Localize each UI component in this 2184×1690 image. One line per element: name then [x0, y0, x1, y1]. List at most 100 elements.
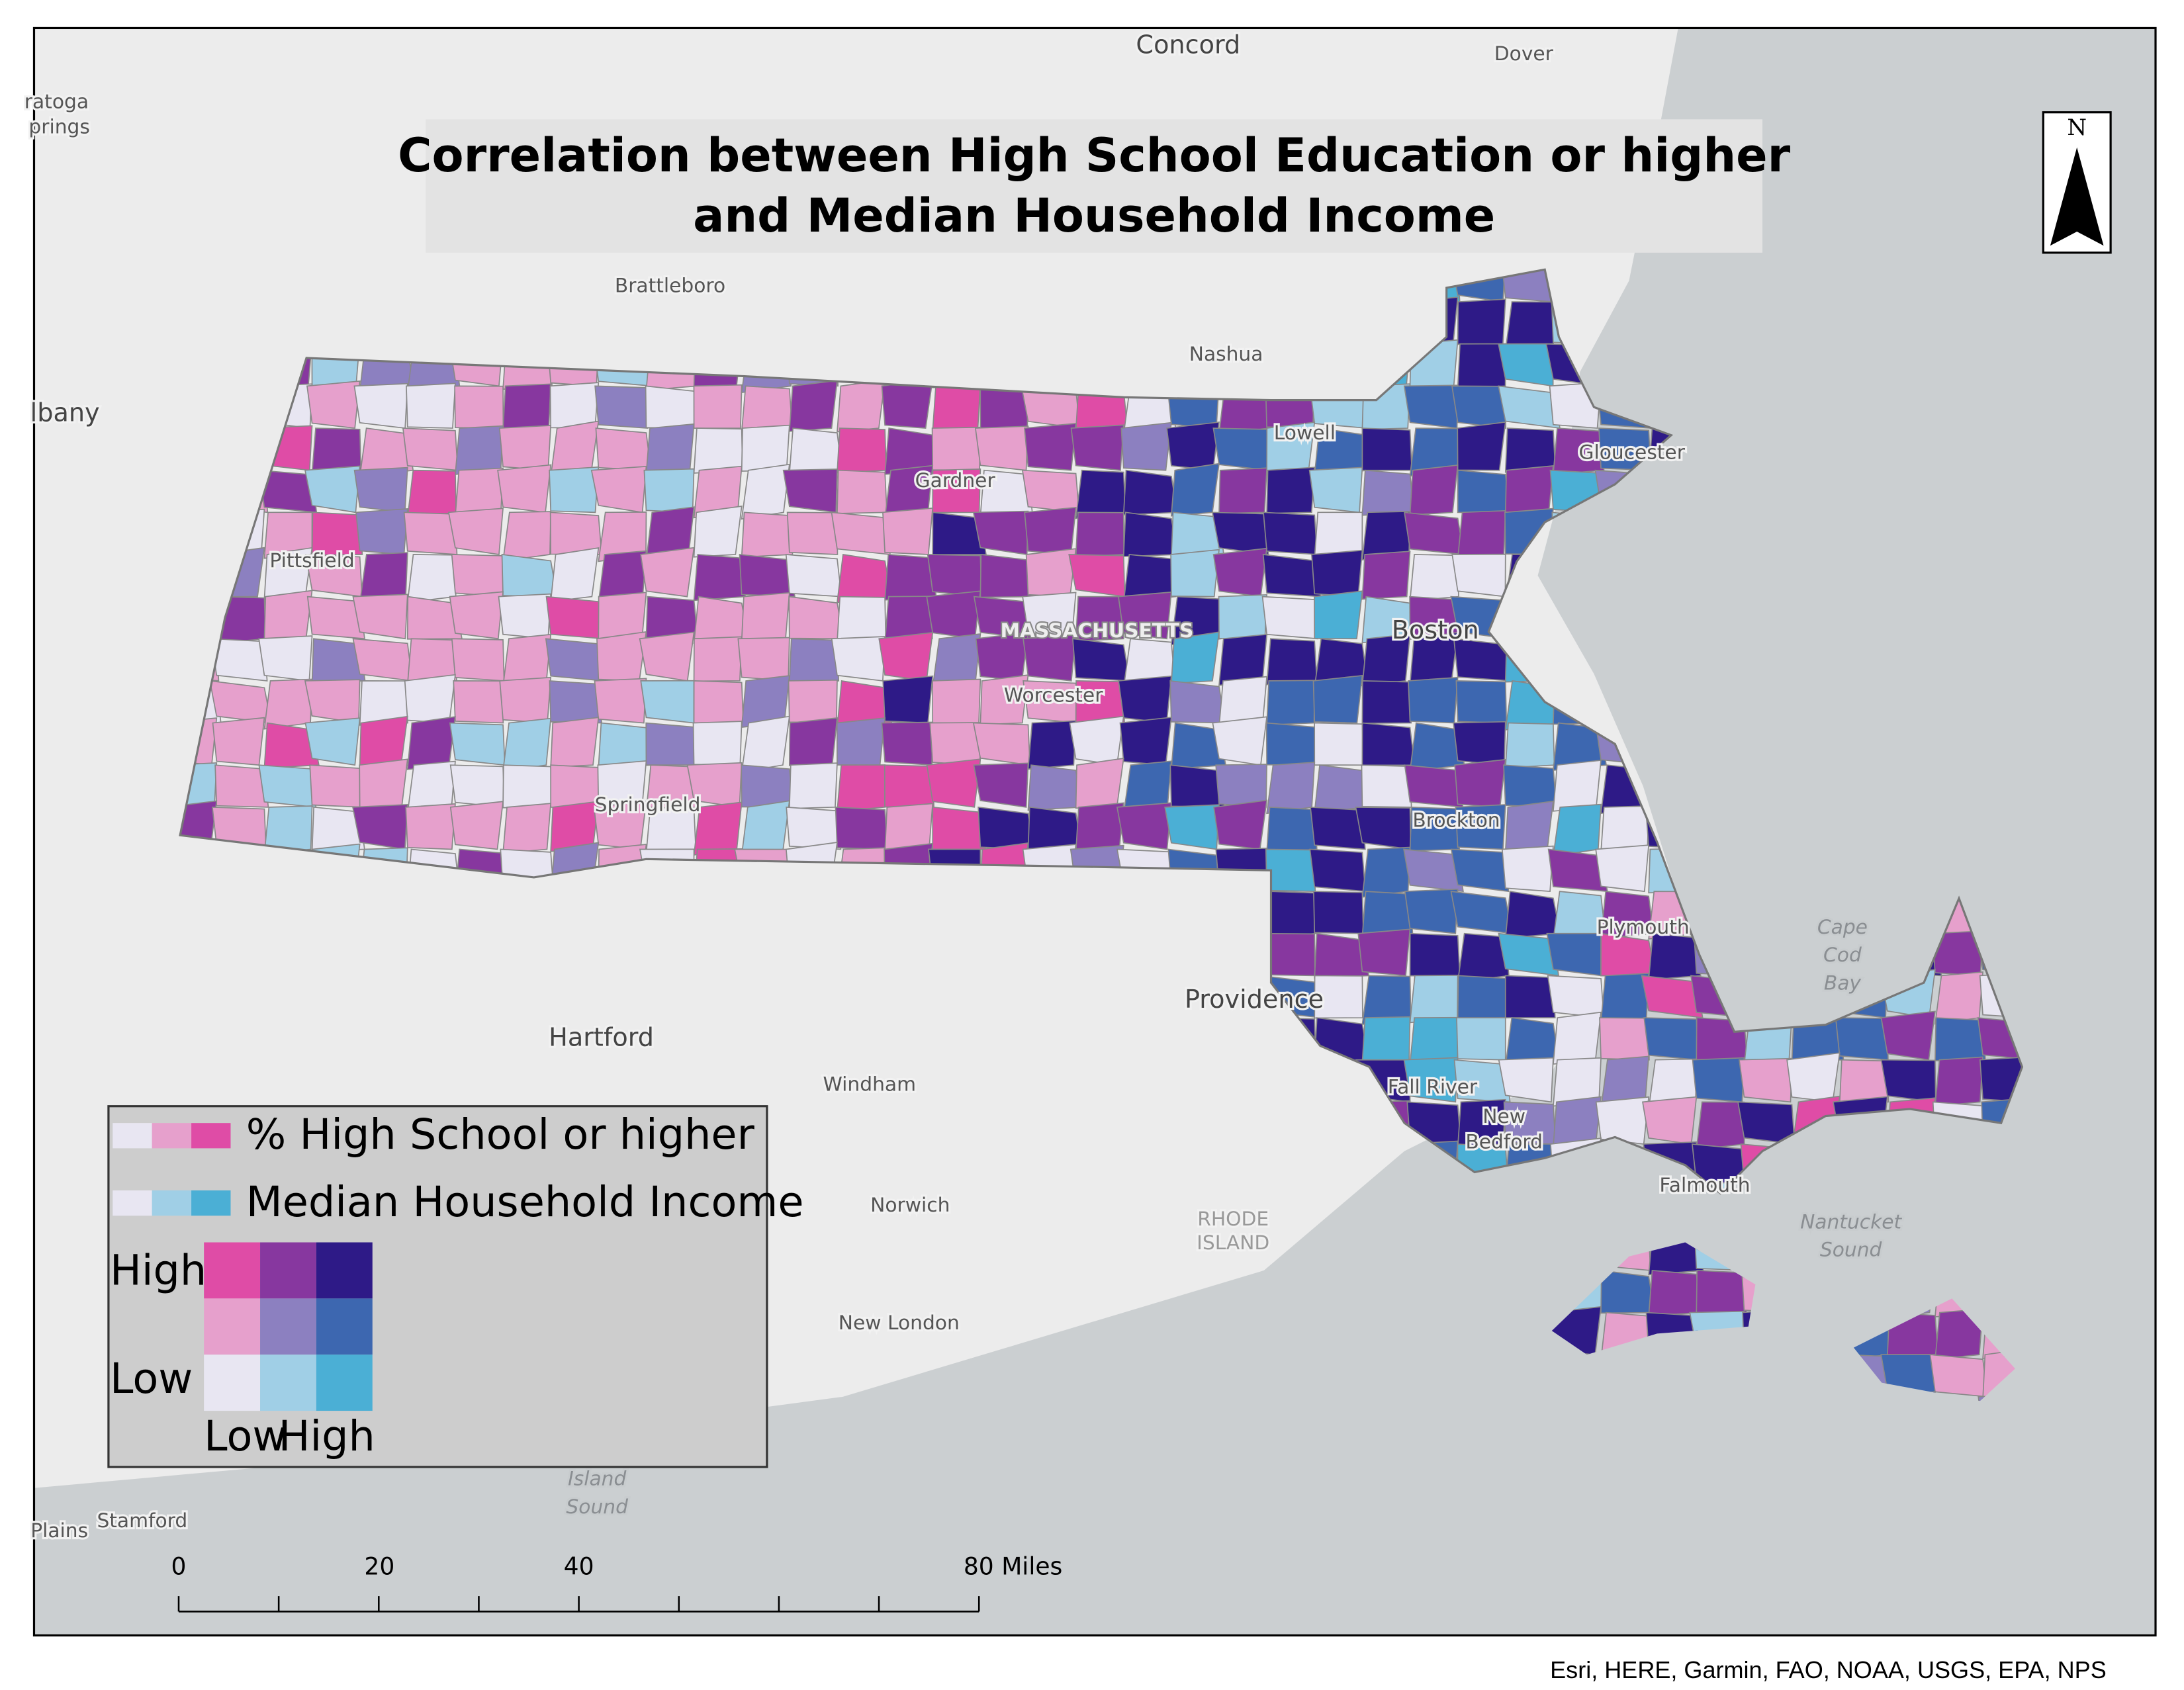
town-area [258, 764, 317, 808]
town-area [1786, 1052, 1841, 1103]
legend-swatch [191, 1123, 231, 1149]
town-area [545, 638, 605, 682]
town-area [693, 506, 743, 558]
town-area [693, 801, 743, 856]
legend-axis-label: Low [204, 1412, 287, 1461]
town-area [1266, 891, 1317, 938]
town-area [1403, 848, 1464, 893]
legend-swatch [113, 1190, 152, 1216]
place-label: Brockton [1412, 809, 1500, 832]
town-area [926, 758, 981, 808]
town-area [837, 379, 886, 433]
town-area [878, 631, 934, 682]
place-label: prings [28, 116, 89, 139]
place-label: Providence [1185, 985, 1324, 1014]
town-area [352, 638, 413, 682]
town-area [545, 596, 604, 640]
town-area [1361, 722, 1416, 766]
legend-cell [204, 1298, 261, 1355]
legend-swatch [113, 1123, 152, 1149]
town-area [549, 680, 603, 724]
town-area [973, 762, 1029, 808]
town-area [404, 674, 456, 724]
north-label: N [2067, 114, 2087, 141]
town-area [449, 722, 506, 766]
town-area [972, 722, 1031, 766]
town-area [498, 425, 552, 471]
town-area [1692, 1057, 1745, 1103]
place-label: Bedford [1465, 1130, 1543, 1153]
town-area [1361, 427, 1413, 471]
town-area [1409, 1016, 1459, 1065]
title-box [426, 119, 1762, 253]
town-area [1934, 971, 1983, 1025]
place-label: Concord [1136, 31, 1240, 60]
town-area [1024, 506, 1077, 555]
town-area [502, 803, 552, 854]
town-area [837, 469, 887, 514]
town-area [359, 715, 408, 767]
town-area [454, 425, 504, 475]
town-area [1314, 764, 1369, 813]
town-area [1409, 596, 1462, 640]
place-label: Springfield [595, 793, 701, 817]
town-area [1552, 1011, 1602, 1065]
town-area [1456, 1017, 1506, 1061]
town-area [1404, 888, 1459, 934]
town-area [549, 466, 600, 513]
place-label: Stamford [97, 1509, 187, 1533]
town-area [932, 678, 981, 724]
town-area [1934, 1017, 1986, 1061]
town-area [499, 676, 552, 724]
town-area [453, 680, 504, 724]
town-area [1409, 932, 1461, 977]
town-area [1070, 424, 1124, 471]
town-area [1361, 680, 1412, 724]
town-area [741, 424, 790, 472]
town-area [786, 511, 839, 555]
town-area [403, 511, 458, 555]
town-area [1453, 721, 1506, 766]
town-area [497, 464, 552, 513]
town-area [1404, 511, 1465, 555]
town-area [1361, 846, 1411, 898]
town-area [788, 717, 838, 766]
place-label: Lowell [1274, 422, 1336, 445]
town-area [837, 427, 887, 474]
town-area [640, 680, 695, 724]
town-area [639, 631, 695, 682]
town-area [1071, 638, 1130, 682]
town-area [836, 554, 892, 603]
town-area [1164, 804, 1220, 850]
town-area [1263, 511, 1318, 555]
town-area [1504, 301, 1555, 351]
town-area [737, 637, 790, 682]
town-area [1075, 596, 1124, 642]
town-area [1361, 764, 1412, 808]
place-label: ISLAND [1197, 1231, 1269, 1255]
town-area [406, 382, 456, 429]
town-area [1314, 722, 1364, 766]
town-area [306, 380, 361, 429]
place-label: Worcester [1004, 684, 1103, 707]
town-area [406, 469, 457, 519]
town-area [1504, 891, 1561, 939]
legend-axis-label: Low [110, 1355, 193, 1403]
town-area [785, 554, 842, 598]
town-area [741, 715, 790, 773]
town-area [1501, 845, 1554, 893]
town-area [1504, 975, 1556, 1018]
town-area [1457, 421, 1506, 471]
town-area [1600, 932, 1657, 977]
town-area [550, 547, 600, 603]
town-area [1552, 760, 1602, 812]
legend-swatch [191, 1190, 231, 1216]
town-area [882, 675, 934, 724]
town-area [788, 679, 838, 724]
town-area [1409, 554, 1459, 602]
town-area [1929, 1354, 1989, 1398]
legend: % High School or higher Median Household… [107, 1105, 804, 1468]
place-label: Brattleboro [615, 274, 725, 297]
